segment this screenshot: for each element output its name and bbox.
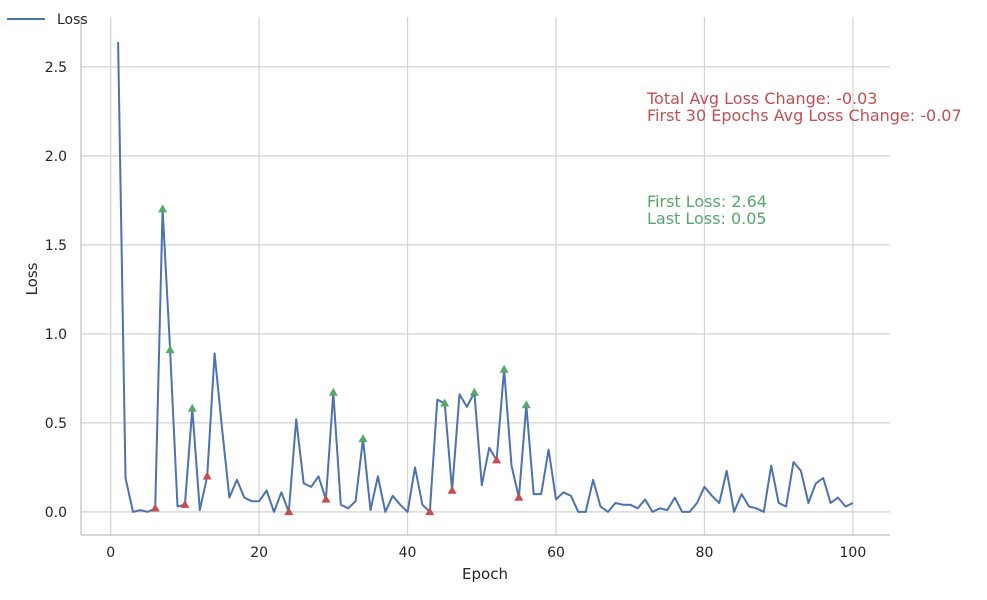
marker-up-epoch-11 [187,403,197,412]
marker-down-epoch-10 [180,499,190,508]
annotation-total-avg-change: Total Avg Loss Change: -0.03 [646,89,877,108]
y-tick-label-0.0: 0.0 [45,505,67,521]
annotation-first30-avg-change: First 30 Epochs Avg Loss Change: -0.07 [647,106,962,125]
y-tick-label-0.5: 0.5 [45,416,67,432]
x-tick-label-0: 0 [106,545,115,561]
y-tick-label-1.0: 1.0 [45,327,67,343]
series-layer [117,41,854,513]
marker-down-epoch-29 [321,494,331,503]
x-tick-label-60: 60 [547,545,565,561]
x-axis-label: Epoch [462,565,508,583]
marker-up-epoch-53 [499,364,509,373]
marker-down-epoch-46 [447,485,457,494]
marker-down-epoch-6 [150,503,160,512]
legend: Loss [7,12,88,28]
marker-up-epoch-34 [358,434,368,443]
marker-down-epoch-24 [284,507,294,516]
marker-up-epoch-30 [328,387,338,396]
tick-labels: 0 20 40 60 80 100 0.0 0.5 1.0 1.5 2.0 2.5 [45,60,867,561]
marker-up-epoch-8 [165,345,175,354]
y-axis-label: Loss [23,262,41,295]
x-tick-label-100: 100 [840,545,867,561]
axes [80,17,890,536]
marker-up-epoch-45 [440,398,450,407]
x-tick-label-20: 20 [250,545,268,561]
y-tick-label-2.0: 2.0 [45,149,67,165]
x-tick-label-80: 80 [696,545,714,561]
marker-down-epoch-52 [492,455,502,464]
marker-up-epoch-49 [469,387,479,396]
annotations: Total Avg Loss Change: -0.03 First 30 Ep… [646,89,962,228]
grid [81,17,890,535]
marker-down-epoch-13 [202,471,212,480]
marker-down-epoch-55 [514,492,524,501]
annotation-last-loss: Last Loss: 0.05 [647,209,767,228]
y-tick-label-1.5: 1.5 [45,238,67,254]
series-line-loss [117,41,854,513]
marker-up-epoch-56 [521,400,531,409]
marker-up-epoch-7 [158,204,168,213]
y-tick-label-2.5: 2.5 [45,60,67,76]
annotation-first-loss: First Loss: 2.64 [647,192,767,211]
marker-down-epoch-43 [425,507,435,516]
legend-label-loss: Loss [57,12,88,28]
x-tick-label-40: 40 [399,545,417,561]
markers-layer [150,204,531,516]
